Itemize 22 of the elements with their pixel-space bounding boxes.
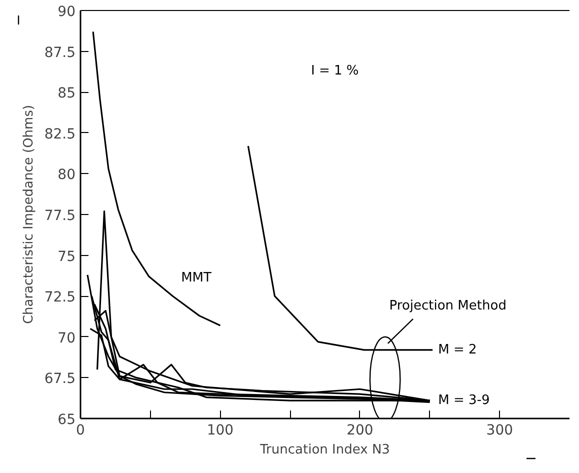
x-axis-title: Truncation Index N3 [259, 442, 390, 458]
annotation: M = 3-9 [438, 393, 490, 408]
annotation: I = 1 % [311, 63, 359, 78]
x-tick-label: 100 [206, 422, 234, 438]
y-axis-title: Characteristic Impedance (Ohms) [21, 104, 36, 324]
annotation: M = 2 [438, 342, 477, 358]
annotation: Projection Method [389, 298, 506, 314]
y-tick-label: 75 [58, 248, 76, 265]
x-tick-label: 0 [76, 422, 85, 438]
y-tick-label: 87.5 [44, 44, 76, 61]
y-tick-label: 70 [58, 330, 76, 346]
y-tick-label: 85 [58, 86, 76, 102]
y-tick-label: 67.5 [44, 371, 76, 388]
y-tick-label: 72.5 [44, 290, 76, 306]
annotation: MMT [181, 270, 212, 286]
x-tick-label: 200 [346, 422, 374, 438]
x-tick-label: 300 [486, 422, 514, 438]
y-tick-label: 90 [58, 4, 76, 20]
y-tick-label: 82.5 [44, 126, 76, 142]
y-tick-label: 77.5 [44, 208, 76, 224]
y-tick-label: 65 [58, 412, 76, 428]
y-tick-label: 80 [58, 167, 76, 184]
